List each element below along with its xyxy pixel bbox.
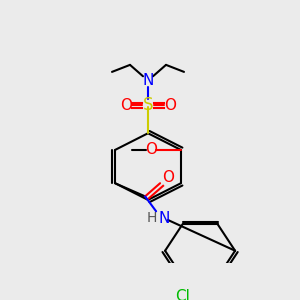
Text: O: O <box>162 170 174 185</box>
Text: O: O <box>120 98 132 113</box>
Text: Cl: Cl <box>175 289 190 300</box>
Text: O: O <box>145 142 157 158</box>
Text: N: N <box>142 73 154 88</box>
Text: N: N <box>158 211 170 226</box>
Text: S: S <box>143 96 153 114</box>
Text: O: O <box>164 98 176 113</box>
Text: H: H <box>147 211 157 225</box>
